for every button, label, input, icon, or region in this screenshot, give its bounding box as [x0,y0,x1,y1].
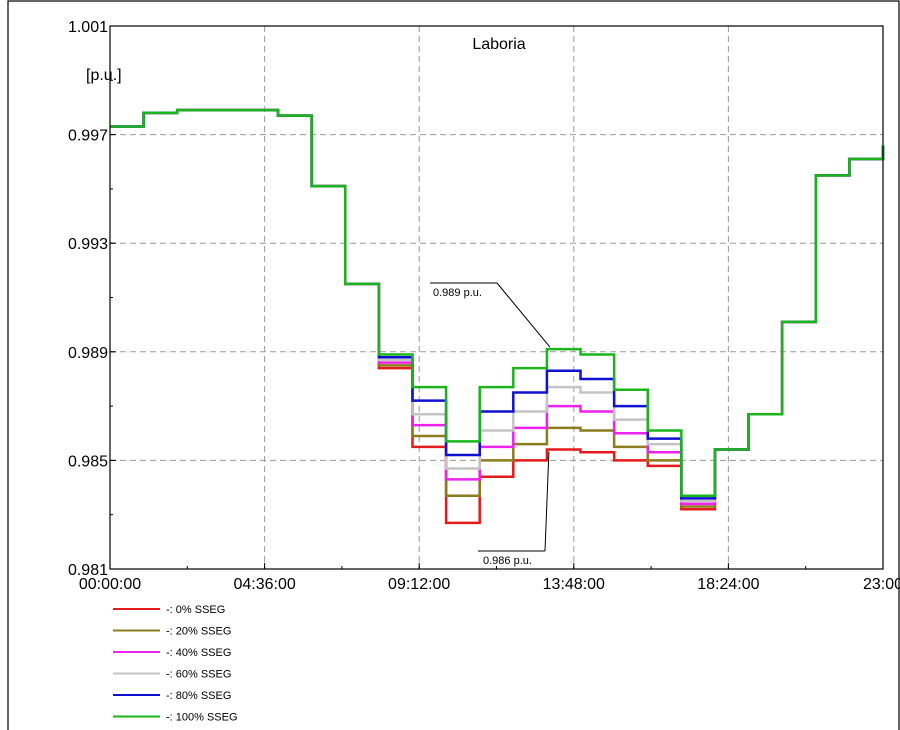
legend-label: -: 0% SSEG [166,604,225,616]
x-tick-label: 18:24:00 [697,576,759,593]
legend-label: -: 60% SSEG [166,669,231,681]
grid-lines [110,26,883,569]
y-tick-label: 0.981 [68,562,108,579]
series-layer [110,108,885,525]
legend-label: -: 80% SSEG [166,690,231,702]
legend: -: 0% SSEG -: 20% SSEG -: 40% SSEG -: 60% S… [113,604,238,724]
legend-label: -: 20% SSEG [166,626,231,638]
y-tick-label: 0.989 [68,345,108,362]
y-tick-label: 1.001 [68,19,108,36]
y-tick-label: 0.997 [68,128,108,145]
window-frame [7,0,900,730]
y-tick-label: 0.985 [68,453,108,470]
annotation-label: 0.986 p.u. [483,555,532,567]
annotation-label: 0.989 p.u. [433,287,482,299]
series-line [110,108,885,506]
annotation-leader [544,451,550,552]
x-tick-label: 23:00 [863,576,900,593]
chart-title: Laboria [472,36,525,53]
x-tick-label: 00:00:00 [79,576,141,593]
x-tick-label: 04:36:00 [233,576,295,593]
legend-label: -: 40% SSEG [166,647,231,659]
annotations: 0.989 p.u. 0.986 p.u. [430,282,551,567]
series-line [110,108,885,503]
annotation-leader [496,282,551,348]
x-tick-label: 13:48:00 [543,576,605,593]
legend-label: -: 100% SSEG [166,712,238,724]
series-line [110,108,885,500]
y-tick-label: 0.993 [68,236,108,253]
x-tick-label: 09:12:00 [388,576,450,593]
series-line [110,108,885,497]
plot-frame [109,25,884,570]
y-axis-unit-label: [p.u.] [86,67,122,84]
axes: 00:00:00 04:36:00 09:12:00 13:48:00 18:24:00… [7,0,900,730]
